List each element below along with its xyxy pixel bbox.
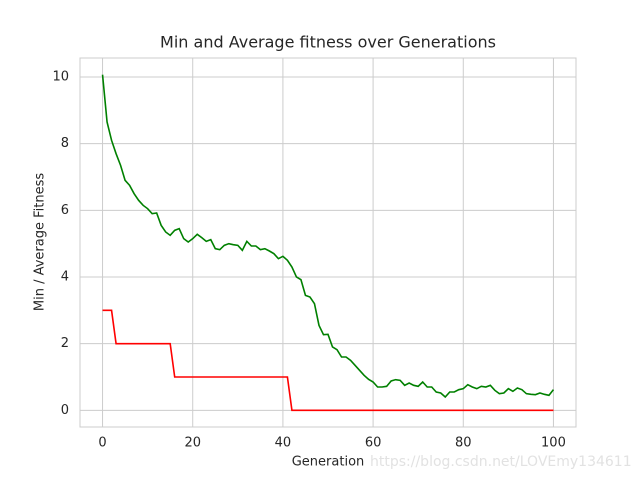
- x-tick-label: 20: [184, 436, 201, 451]
- y-tick-label: 4: [61, 270, 69, 285]
- series-line: [101, 74, 555, 399]
- x-tick-label: 60: [365, 436, 382, 451]
- y-tick-label: 6: [61, 203, 69, 218]
- chart-title: Min and Average fitness over Generations: [160, 33, 496, 52]
- x-tick-label: 80: [455, 436, 472, 451]
- x-tick-label: 100: [541, 436, 566, 451]
- y-tick-label: 10: [52, 70, 69, 85]
- y-tick-label: 0: [61, 403, 69, 418]
- watermark: https://blog.csdn.net/LOVEmy134611: [370, 454, 632, 470]
- y-tick-label: 8: [61, 136, 69, 151]
- plot-frame: [79, 57, 577, 428]
- x-tick-label: 0: [98, 436, 106, 451]
- series-line: [102, 309, 554, 412]
- y-axis-label: Min / Average Fitness: [33, 173, 48, 311]
- y-tick-label: 2: [61, 336, 69, 351]
- x-tick-label: 40: [275, 436, 292, 451]
- x-axis-label: Generation: [292, 455, 365, 470]
